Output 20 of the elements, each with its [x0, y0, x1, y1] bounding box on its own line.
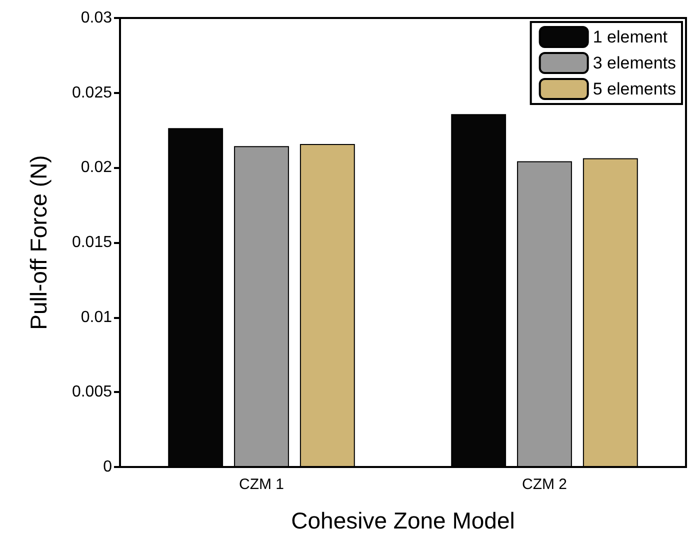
y-tick-label: 0.025 — [72, 84, 112, 102]
y-tick-label: 0.005 — [72, 384, 112, 401]
y-tick-label: 0 — [103, 458, 112, 476]
y-tick-label: 0.02 — [80, 159, 112, 176]
y-axis-title: Pull-off Force (N) — [26, 155, 52, 330]
x-tick-label: CZM 2 — [522, 476, 567, 493]
y-tick-label: 0.015 — [72, 234, 112, 251]
bar — [517, 161, 572, 467]
legend-label: 3 elements — [592, 54, 676, 72]
bar — [451, 114, 506, 467]
y-tick-label: 0.01 — [80, 308, 112, 326]
x-axis-title: Cohesive Zone Model — [291, 508, 515, 534]
bar — [300, 144, 355, 467]
bar — [234, 146, 289, 467]
x-tick-label: CZM 1 — [239, 476, 284, 493]
y-tick-label: 0.03 — [80, 10, 112, 26]
bar — [582, 158, 638, 467]
legend-label: 1 element — [592, 28, 668, 46]
bar — [168, 128, 224, 467]
legend-label: 5 elements — [592, 80, 676, 98]
